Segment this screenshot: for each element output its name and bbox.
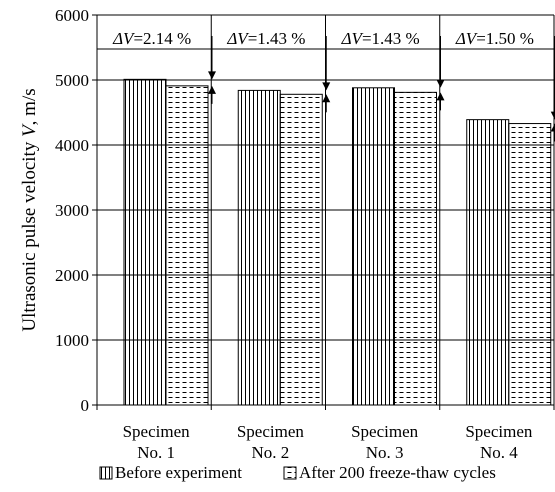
bar-before-experiment bbox=[352, 87, 395, 406]
x-category-label: No. 3 bbox=[366, 443, 404, 462]
legend: Before experiment After 200 freeze-thaw c… bbox=[99, 463, 496, 482]
x-category-label: No. 4 bbox=[480, 443, 518, 462]
bars bbox=[123, 78, 552, 406]
x-category-label: No. 1 bbox=[137, 443, 175, 462]
legend-label-after: After 200 freeze-thaw cycles bbox=[299, 463, 496, 482]
annotations: ΔV=2.14 % ΔV=1.43 % ΔV=1.43 % ΔV=1.50 % bbox=[112, 29, 555, 142]
y-tick-label: 6000 bbox=[55, 6, 89, 25]
x-category-label: Specimen bbox=[123, 422, 191, 441]
y-tick-label: 4000 bbox=[55, 136, 89, 155]
difference-arrowhead-bottom bbox=[208, 85, 216, 94]
difference-arrowhead-bottom bbox=[436, 92, 445, 101]
y-tick-label: 3000 bbox=[55, 201, 89, 220]
axis-labels: 0 1000 2000 3000 4000 5000 6000 Specimen No. 1 Sp… bbox=[19, 6, 533, 462]
y-tick-label: 2000 bbox=[55, 266, 89, 285]
difference-arrowhead-bottom bbox=[322, 94, 331, 103]
delta-v-label: ΔV=1.50 % bbox=[455, 29, 534, 48]
legend-swatch-before bbox=[99, 466, 113, 480]
x-category-label: Specimen bbox=[465, 422, 533, 441]
difference-arrowhead-top bbox=[208, 71, 216, 80]
legend-label-before: Before experiment bbox=[115, 463, 242, 482]
delta-v-label: ΔV=1.43 % bbox=[226, 29, 305, 48]
bar-before-experiment bbox=[237, 89, 281, 406]
difference-arrowhead-top bbox=[550, 111, 555, 120]
y-tick-label: 1000 bbox=[55, 331, 89, 350]
bar-before-experiment bbox=[466, 119, 510, 406]
y-tick-label: 0 bbox=[81, 396, 90, 415]
x-category-label: No. 2 bbox=[251, 443, 289, 462]
difference-arrowhead-top bbox=[322, 82, 331, 91]
bar-after-freeze-thaw bbox=[279, 93, 323, 406]
difference-arrowhead-top bbox=[436, 79, 445, 88]
x-category-label: Specimen bbox=[351, 422, 419, 441]
bar-before-experiment bbox=[123, 78, 167, 406]
axes bbox=[92, 14, 554, 406]
bar-after-freeze-thaw bbox=[165, 85, 209, 406]
bar-after-freeze-thaw bbox=[508, 123, 552, 406]
y-axis-label: Ultrasonic pulse velocity V, m/s bbox=[19, 88, 40, 331]
delta-v-label: ΔV=2.14 % bbox=[112, 29, 191, 48]
x-category-label: Specimen bbox=[237, 422, 305, 441]
bar-after-freeze-thaw bbox=[394, 91, 437, 406]
y-tick-label: 5000 bbox=[55, 71, 89, 90]
legend-swatch-after bbox=[283, 466, 297, 480]
delta-v-label: ΔV=1.43 % bbox=[341, 29, 420, 48]
difference-arrowhead-bottom bbox=[550, 123, 555, 132]
